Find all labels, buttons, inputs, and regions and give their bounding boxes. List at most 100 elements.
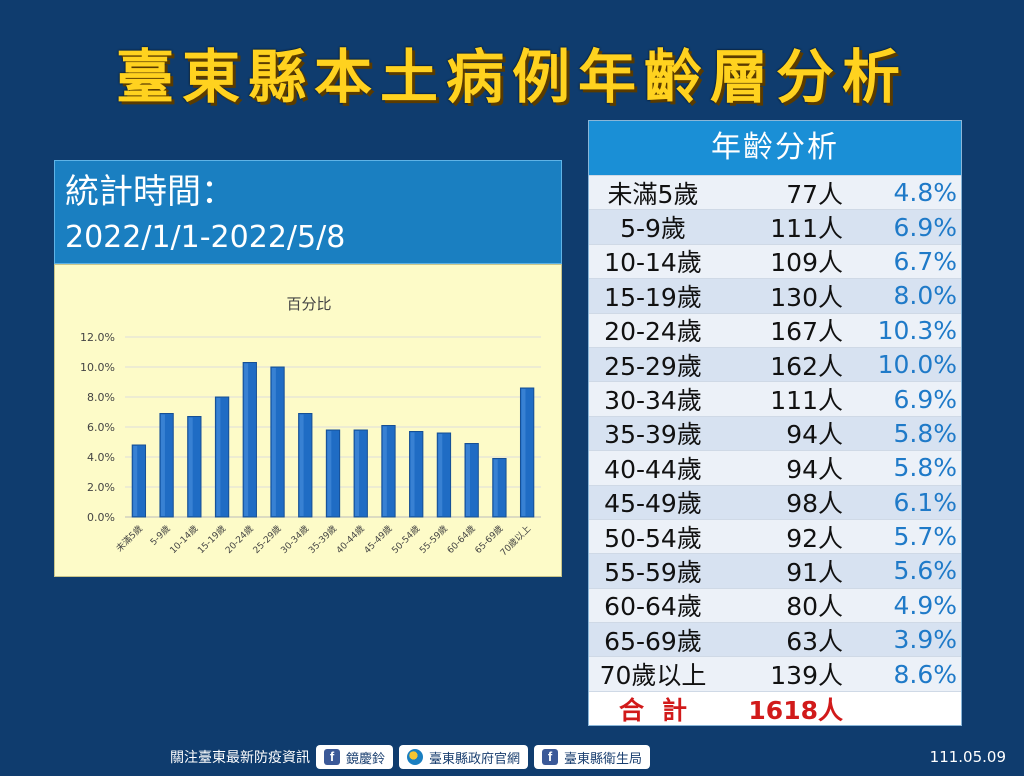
bar-highlight bbox=[188, 417, 193, 516]
x-category-label: 40-44歲 bbox=[334, 523, 367, 556]
age-cell: 65-69歲 bbox=[604, 626, 702, 656]
bar-highlight bbox=[216, 398, 221, 516]
table-row: 65-69歲 63人 3.9% bbox=[589, 622, 961, 657]
count-cell: 94人 bbox=[786, 454, 843, 484]
pct-cell: 5.8% bbox=[893, 418, 957, 448]
x-category-label: 50-54歲 bbox=[389, 523, 422, 556]
age-cell: 35-39歲 bbox=[604, 420, 702, 450]
facebook-icon: f bbox=[542, 749, 559, 765]
count-cell: 167人 bbox=[770, 317, 843, 347]
facebook-icon: f bbox=[324, 749, 340, 765]
pct-cell: 8.0% bbox=[893, 281, 957, 311]
age-cell: 50-54歲 bbox=[604, 523, 702, 553]
pct-cell: 4.9% bbox=[893, 590, 957, 620]
bar-highlight bbox=[133, 446, 138, 516]
footer-link-fb-2[interactable]: f 臺東縣衛生局 bbox=[534, 745, 651, 769]
age-cell: 20-24歲 bbox=[604, 317, 702, 347]
age-cell: 15-19歲 bbox=[604, 282, 702, 312]
age-table-body: 未滿5歲 77人 4.8% 5-9歲 111人 6.9% 10-14歲 109人 6.7% 15-… bbox=[589, 175, 961, 726]
pct-cell: 10.3% bbox=[877, 315, 957, 345]
age-cell: 25-29歲 bbox=[604, 351, 702, 381]
bar-highlight bbox=[521, 389, 526, 516]
age-cell: 40-44歲 bbox=[604, 454, 702, 484]
count-cell: 162人 bbox=[770, 351, 843, 381]
count-cell: 94人 bbox=[786, 420, 843, 450]
bar-highlight bbox=[160, 414, 165, 516]
age-cell: 70歲以上 bbox=[599, 661, 707, 691]
age-table: 年齡分析 未滿5歲 77人 4.8% 5-9歲 111人 6.9% 10-14歲 109人 6.… bbox=[588, 120, 962, 727]
bar-highlight bbox=[355, 431, 360, 516]
table-row: 40-44歲 94人 5.8% bbox=[589, 450, 961, 485]
age-cell: 60-64歲 bbox=[604, 592, 702, 622]
pct-cell: 8.6% bbox=[893, 659, 957, 689]
y-tick-label: 6.0% bbox=[87, 421, 115, 434]
bar-chart: 百分比 0.0% 2.0% 4.0% 6.0% 8.0% 10.0% 12.0% 未滿5歲 5-9… bbox=[54, 264, 562, 577]
pct-cell: 3.9% bbox=[893, 625, 957, 655]
table-row: 5-9歲 111人 6.9% bbox=[589, 209, 961, 244]
age-cell: 10-14歲 bbox=[604, 248, 702, 278]
pct-cell: 4.8% bbox=[893, 178, 957, 208]
x-category-label: 30-34歲 bbox=[278, 523, 311, 556]
table-row: 55-59歲 91人 5.6% bbox=[589, 553, 961, 588]
x-category-label: 15-19歲 bbox=[195, 523, 228, 556]
count-cell: 92人 bbox=[786, 523, 843, 553]
pct-cell: 6.7% bbox=[893, 246, 957, 276]
x-category-label: 55-59歲 bbox=[417, 523, 450, 556]
table-row: 25-29歲 162人 10.0% bbox=[589, 346, 961, 382]
pct-cell: 6.1% bbox=[893, 487, 957, 517]
table-row: 10-14歲 109人 6.7% bbox=[589, 243, 961, 279]
count-cell: 111人 bbox=[770, 386, 843, 416]
count-cell: 109人 bbox=[770, 248, 843, 278]
age-cell: 55-59歲 bbox=[604, 558, 702, 587]
x-category-label: 未滿5歲 bbox=[113, 523, 145, 555]
x-category-label: 60-64歲 bbox=[444, 523, 477, 556]
publish-date: 111.05.09 bbox=[929, 748, 1006, 766]
footer-prefix: 關注臺東最新防疫資訊 bbox=[170, 750, 310, 766]
count-cell: 80人 bbox=[786, 592, 843, 622]
age-table-header: 年齡分析 bbox=[589, 121, 961, 175]
footer-link-label: 鏡慶鈴 bbox=[346, 751, 386, 767]
pct-cell: 6.9% bbox=[893, 212, 957, 242]
stat-period-range: 2022/1/1-2022/5/8 bbox=[65, 220, 346, 255]
total-count: 1618人 bbox=[748, 695, 843, 725]
table-row: 45-49歲 98人 6.1% bbox=[589, 484, 961, 519]
x-category-label: 10-14歲 bbox=[167, 523, 200, 556]
bar-highlight bbox=[493, 459, 498, 516]
age-cell: 未滿5歲 bbox=[607, 179, 699, 209]
bar-highlight bbox=[382, 426, 387, 516]
y-tick-label: 10.0% bbox=[80, 361, 115, 374]
count-cell: 91人 bbox=[786, 558, 843, 587]
bar-highlight bbox=[244, 363, 249, 516]
count-cell: 77人 bbox=[786, 179, 843, 209]
bar-highlight bbox=[271, 368, 276, 516]
footer-link-fb-1[interactable]: f 鏡慶鈴 bbox=[316, 745, 394, 769]
count-cell: 111人 bbox=[770, 214, 843, 244]
x-category-label: 70歲以上 bbox=[498, 523, 534, 559]
x-category-label: 5-9歲 bbox=[147, 523, 172, 548]
stat-period-label: 統計時間： bbox=[65, 172, 235, 212]
footer-link-gov[interactable]: 臺東縣政府官網 bbox=[399, 745, 529, 769]
chart-title: 百分比 bbox=[286, 295, 331, 313]
footer-link-label: 臺東縣政府官網 bbox=[429, 751, 521, 767]
age-cell: 30-34歲 bbox=[604, 386, 702, 416]
table-row: 30-34歲 111人 6.9% bbox=[589, 381, 961, 416]
y-tick-label: 4.0% bbox=[87, 451, 115, 464]
pct-cell: 5.8% bbox=[893, 453, 957, 483]
y-tick-label: 8.0% bbox=[87, 391, 115, 404]
stat-period-box: 統計時間： 2022/1/1-2022/5/8 bbox=[54, 160, 562, 264]
footer: 關注臺東最新防疫資訊 f 鏡慶鈴 臺東縣政府官網 f 臺東縣衛生局 bbox=[170, 744, 651, 770]
y-tick-label: 12.0% bbox=[80, 331, 115, 344]
footer-link-label: 臺東縣衛生局 bbox=[564, 751, 643, 767]
pct-cell: 10.0% bbox=[877, 350, 957, 380]
bar-highlight bbox=[299, 414, 304, 516]
y-tick-label: 2.0% bbox=[87, 481, 115, 494]
bar-chart-svg: 百分比 0.0% 2.0% 4.0% 6.0% 8.0% 10.0% 12.0% 未滿5歲 5-9… bbox=[80, 295, 541, 559]
table-row: 35-39歲 94人 5.8% bbox=[589, 415, 961, 451]
pct-cell: 5.6% bbox=[893, 556, 957, 586]
county-logo-icon bbox=[407, 749, 424, 765]
total-label: 合計 bbox=[618, 695, 705, 725]
bar-highlight bbox=[466, 444, 471, 516]
bar-highlight bbox=[438, 434, 443, 516]
pct-cell: 5.7% bbox=[893, 522, 957, 552]
table-row: 60-64歲 80人 4.9% bbox=[589, 587, 961, 623]
